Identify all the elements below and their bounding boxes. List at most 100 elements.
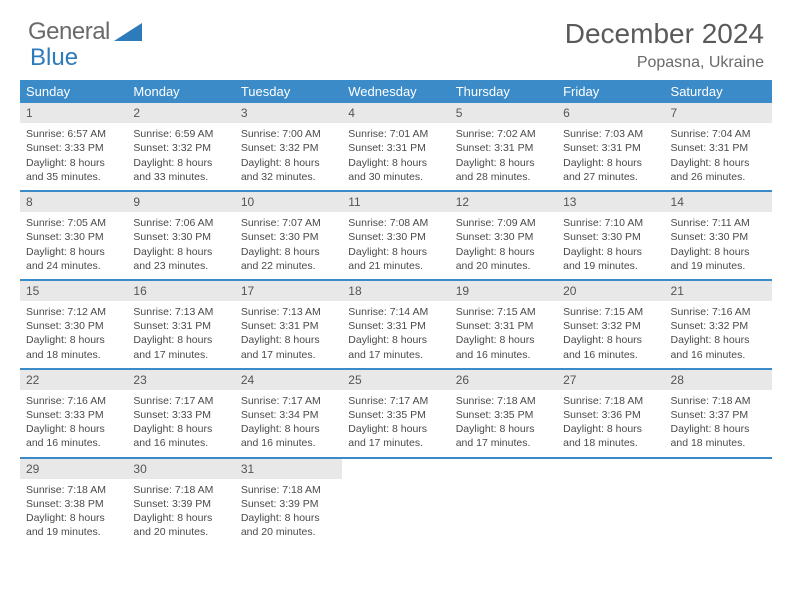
day-number: 15 xyxy=(20,281,127,301)
calendar-cell: 17Sunrise: 7:13 AMSunset: 3:31 PMDayligh… xyxy=(235,280,342,369)
calendar-cell: 14Sunrise: 7:11 AMSunset: 3:30 PMDayligh… xyxy=(665,191,772,280)
day-details: Sunrise: 7:02 AMSunset: 3:31 PMDaylight:… xyxy=(450,123,557,190)
calendar-cell: . xyxy=(557,458,664,546)
calendar-cell: 20Sunrise: 7:15 AMSunset: 3:32 PMDayligh… xyxy=(557,280,664,369)
day-details: Sunrise: 7:13 AMSunset: 3:31 PMDaylight:… xyxy=(127,301,234,368)
calendar-cell: 19Sunrise: 7:15 AMSunset: 3:31 PMDayligh… xyxy=(450,280,557,369)
calendar-cell: 29Sunrise: 7:18 AMSunset: 3:38 PMDayligh… xyxy=(20,458,127,546)
day-number: 13 xyxy=(557,192,664,212)
day-number: 24 xyxy=(235,370,342,390)
day-number: 8 xyxy=(20,192,127,212)
calendar-cell: 28Sunrise: 7:18 AMSunset: 3:37 PMDayligh… xyxy=(665,369,772,458)
calendar-row: 29Sunrise: 7:18 AMSunset: 3:38 PMDayligh… xyxy=(20,458,772,546)
calendar-cell: 13Sunrise: 7:10 AMSunset: 3:30 PMDayligh… xyxy=(557,191,664,280)
weekday-header: Thursday xyxy=(450,80,557,103)
calendar-cell: 9Sunrise: 7:06 AMSunset: 3:30 PMDaylight… xyxy=(127,191,234,280)
calendar-body: 1Sunrise: 6:57 AMSunset: 3:33 PMDaylight… xyxy=(20,103,772,546)
day-details: Sunrise: 7:15 AMSunset: 3:32 PMDaylight:… xyxy=(557,301,664,368)
day-details: Sunrise: 7:17 AMSunset: 3:33 PMDaylight:… xyxy=(127,390,234,457)
weekday-header: Friday xyxy=(557,80,664,103)
day-number: 16 xyxy=(127,281,234,301)
calendar-cell: 18Sunrise: 7:14 AMSunset: 3:31 PMDayligh… xyxy=(342,280,449,369)
logo-triangle-icon xyxy=(114,23,142,41)
day-number: 11 xyxy=(342,192,449,212)
header: General December 2024 Popasna, Ukraine xyxy=(0,0,792,80)
calendar-cell: 12Sunrise: 7:09 AMSunset: 3:30 PMDayligh… xyxy=(450,191,557,280)
calendar-cell: 22Sunrise: 7:16 AMSunset: 3:33 PMDayligh… xyxy=(20,369,127,458)
day-details: Sunrise: 7:07 AMSunset: 3:30 PMDaylight:… xyxy=(235,212,342,279)
day-details: Sunrise: 6:59 AMSunset: 3:32 PMDaylight:… xyxy=(127,123,234,190)
calendar-cell: 23Sunrise: 7:17 AMSunset: 3:33 PMDayligh… xyxy=(127,369,234,458)
calendar-cell: 16Sunrise: 7:13 AMSunset: 3:31 PMDayligh… xyxy=(127,280,234,369)
day-details: Sunrise: 7:17 AMSunset: 3:35 PMDaylight:… xyxy=(342,390,449,457)
day-number: 7 xyxy=(665,103,772,123)
weekday-header: Tuesday xyxy=(235,80,342,103)
day-number: 12 xyxy=(450,192,557,212)
day-number: 27 xyxy=(557,370,664,390)
calendar-row: 1Sunrise: 6:57 AMSunset: 3:33 PMDaylight… xyxy=(20,103,772,191)
calendar-row: 15Sunrise: 7:12 AMSunset: 3:30 PMDayligh… xyxy=(20,280,772,369)
day-number: 2 xyxy=(127,103,234,123)
calendar-cell: 15Sunrise: 7:12 AMSunset: 3:30 PMDayligh… xyxy=(20,280,127,369)
day-details: Sunrise: 7:00 AMSunset: 3:32 PMDaylight:… xyxy=(235,123,342,190)
day-number: 17 xyxy=(235,281,342,301)
day-number: 31 xyxy=(235,459,342,479)
calendar-cell: 10Sunrise: 7:07 AMSunset: 3:30 PMDayligh… xyxy=(235,191,342,280)
day-details: Sunrise: 7:06 AMSunset: 3:30 PMDaylight:… xyxy=(127,212,234,279)
day-details: Sunrise: 7:14 AMSunset: 3:31 PMDaylight:… xyxy=(342,301,449,368)
day-details: Sunrise: 7:16 AMSunset: 3:32 PMDaylight:… xyxy=(665,301,772,368)
day-number: 25 xyxy=(342,370,449,390)
day-number: 3 xyxy=(235,103,342,123)
day-number: 9 xyxy=(127,192,234,212)
calendar-cell: 27Sunrise: 7:18 AMSunset: 3:36 PMDayligh… xyxy=(557,369,664,458)
month-title: December 2024 xyxy=(565,18,764,50)
day-details: Sunrise: 7:18 AMSunset: 3:37 PMDaylight:… xyxy=(665,390,772,457)
day-number: 1 xyxy=(20,103,127,123)
calendar-cell: 1Sunrise: 6:57 AMSunset: 3:33 PMDaylight… xyxy=(20,103,127,191)
calendar-cell: 31Sunrise: 7:18 AMSunset: 3:39 PMDayligh… xyxy=(235,458,342,546)
calendar-row: 8Sunrise: 7:05 AMSunset: 3:30 PMDaylight… xyxy=(20,191,772,280)
day-details: Sunrise: 7:03 AMSunset: 3:31 PMDaylight:… xyxy=(557,123,664,190)
logo-text-2: Blue xyxy=(30,44,78,72)
day-number: 29 xyxy=(20,459,127,479)
logo: General xyxy=(28,18,142,46)
calendar-cell: 6Sunrise: 7:03 AMSunset: 3:31 PMDaylight… xyxy=(557,103,664,191)
calendar-cell: . xyxy=(450,458,557,546)
day-details: Sunrise: 7:17 AMSunset: 3:34 PMDaylight:… xyxy=(235,390,342,457)
day-details: Sunrise: 7:18 AMSunset: 3:35 PMDaylight:… xyxy=(450,390,557,457)
day-details: Sunrise: 7:01 AMSunset: 3:31 PMDaylight:… xyxy=(342,123,449,190)
calendar-cell: 24Sunrise: 7:17 AMSunset: 3:34 PMDayligh… xyxy=(235,369,342,458)
day-details: Sunrise: 7:04 AMSunset: 3:31 PMDaylight:… xyxy=(665,123,772,190)
title-block: December 2024 Popasna, Ukraine xyxy=(565,18,764,72)
day-number: 6 xyxy=(557,103,664,123)
day-number: 18 xyxy=(342,281,449,301)
calendar-row: 22Sunrise: 7:16 AMSunset: 3:33 PMDayligh… xyxy=(20,369,772,458)
logo-text-1: General xyxy=(28,18,110,46)
day-details: Sunrise: 7:18 AMSunset: 3:36 PMDaylight:… xyxy=(557,390,664,457)
day-details: Sunrise: 7:08 AMSunset: 3:30 PMDaylight:… xyxy=(342,212,449,279)
calendar-cell: 3Sunrise: 7:00 AMSunset: 3:32 PMDaylight… xyxy=(235,103,342,191)
calendar-cell: . xyxy=(665,458,772,546)
day-details: Sunrise: 7:11 AMSunset: 3:30 PMDaylight:… xyxy=(665,212,772,279)
day-details: Sunrise: 7:15 AMSunset: 3:31 PMDaylight:… xyxy=(450,301,557,368)
weekday-header: Monday xyxy=(127,80,234,103)
calendar-cell: 2Sunrise: 6:59 AMSunset: 3:32 PMDaylight… xyxy=(127,103,234,191)
day-number: 28 xyxy=(665,370,772,390)
day-details: Sunrise: 7:05 AMSunset: 3:30 PMDaylight:… xyxy=(20,212,127,279)
day-number: 4 xyxy=(342,103,449,123)
calendar-cell: 7Sunrise: 7:04 AMSunset: 3:31 PMDaylight… xyxy=(665,103,772,191)
weekday-header: Wednesday xyxy=(342,80,449,103)
day-details: Sunrise: 7:10 AMSunset: 3:30 PMDaylight:… xyxy=(557,212,664,279)
day-number: 22 xyxy=(20,370,127,390)
calendar-head: SundayMondayTuesdayWednesdayThursdayFrid… xyxy=(20,80,772,103)
day-number: 23 xyxy=(127,370,234,390)
day-number: 10 xyxy=(235,192,342,212)
day-number: 30 xyxy=(127,459,234,479)
calendar-cell: 8Sunrise: 7:05 AMSunset: 3:30 PMDaylight… xyxy=(20,191,127,280)
day-details: Sunrise: 7:13 AMSunset: 3:31 PMDaylight:… xyxy=(235,301,342,368)
calendar-cell: 25Sunrise: 7:17 AMSunset: 3:35 PMDayligh… xyxy=(342,369,449,458)
day-details: Sunrise: 7:16 AMSunset: 3:33 PMDaylight:… xyxy=(20,390,127,457)
day-details: Sunrise: 7:18 AMSunset: 3:39 PMDaylight:… xyxy=(235,479,342,546)
day-number: 26 xyxy=(450,370,557,390)
calendar-cell: 11Sunrise: 7:08 AMSunset: 3:30 PMDayligh… xyxy=(342,191,449,280)
